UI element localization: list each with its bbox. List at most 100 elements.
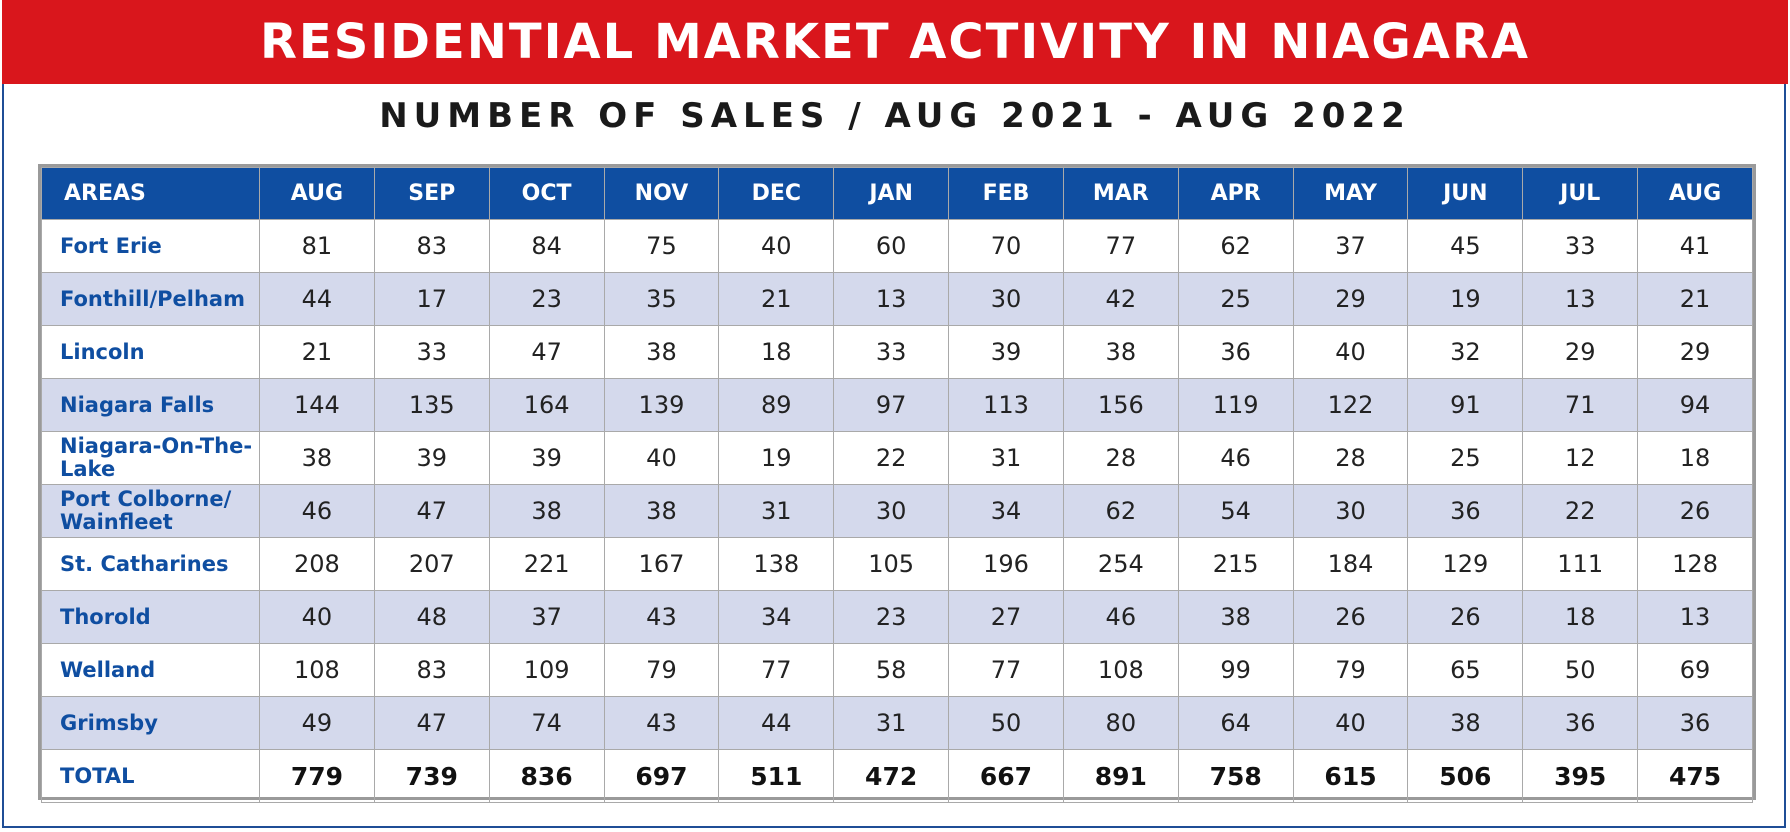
table-row: St. Catharines 208 207 221 167 138 105 196 254 21… xyxy=(41,537,1753,591)
sales-value-cell: 38 xyxy=(488,484,605,538)
sales-value-cell: 39 xyxy=(948,325,1064,379)
sales-value-cell: 30 xyxy=(948,272,1064,326)
sales-value-cell: 113 xyxy=(948,378,1064,432)
sales-value-cell: 156 xyxy=(1062,378,1179,432)
sales-value-cell: 13 xyxy=(1522,272,1639,326)
sales-value-cell: 108 xyxy=(259,643,375,697)
sales-value-cell: 33 xyxy=(1522,219,1639,273)
sales-value-cell: 36 xyxy=(1522,696,1639,750)
sales-value-cell: 13 xyxy=(833,272,950,326)
sales-value-cell: 89 xyxy=(718,378,835,432)
sales-value-cell: 83 xyxy=(373,219,490,273)
table-row: Niagara-On-The-Lake 38 39 39 40 19 22 31 28 46 28 2… xyxy=(41,431,1753,485)
sales-value-cell: 33 xyxy=(373,325,490,379)
column-header-month: SEP xyxy=(373,167,490,220)
sales-value-cell: 94 xyxy=(1637,378,1753,432)
sales-value-cell: 75 xyxy=(603,219,720,273)
table-row: Niagara Falls 144 135 164 139 89 97 113 156 119 12… xyxy=(41,378,1753,432)
sales-value-cell: 69 xyxy=(1637,643,1753,697)
sales-value-cell: 25 xyxy=(1407,431,1524,485)
sales-value-cell: 70 xyxy=(948,219,1064,273)
sales-value-cell: 18 xyxy=(1522,590,1639,644)
area-name-cell: Fort Erie xyxy=(41,219,260,273)
sales-value-cell: 62 xyxy=(1177,219,1294,273)
sales-value-cell: 58 xyxy=(833,643,950,697)
sales-value-cell: 111 xyxy=(1522,537,1639,591)
sales-value-cell: 28 xyxy=(1292,431,1409,485)
area-name-cell: Welland xyxy=(41,643,260,697)
total-value-cell: 395 xyxy=(1522,749,1639,803)
sales-value-cell: 41 xyxy=(1637,219,1753,273)
sales-value-cell: 17 xyxy=(373,272,490,326)
sales-value-cell: 13 xyxy=(1637,590,1753,644)
total-value-cell: 511 xyxy=(718,749,835,803)
sales-value-cell: 21 xyxy=(259,325,375,379)
sales-value-cell: 83 xyxy=(373,643,490,697)
sales-value-cell: 215 xyxy=(1177,537,1294,591)
column-header-areas: AREAS xyxy=(41,167,260,220)
column-header-month: JUN xyxy=(1407,167,1524,220)
sales-value-cell: 38 xyxy=(1407,696,1524,750)
sales-value-cell: 29 xyxy=(1637,325,1753,379)
sales-value-cell: 34 xyxy=(718,590,835,644)
sales-value-cell: 144 xyxy=(259,378,375,432)
sales-value-cell: 49 xyxy=(259,696,375,750)
sales-value-cell: 50 xyxy=(1522,643,1639,697)
total-value-cell: 836 xyxy=(488,749,605,803)
total-value-cell: 475 xyxy=(1637,749,1753,803)
sales-value-cell: 164 xyxy=(488,378,605,432)
sales-value-cell: 40 xyxy=(1292,696,1409,750)
sales-value-cell: 119 xyxy=(1177,378,1294,432)
sales-value-cell: 64 xyxy=(1177,696,1294,750)
column-header-month: JUL xyxy=(1522,167,1639,220)
sales-value-cell: 25 xyxy=(1177,272,1294,326)
area-name-cell: Niagara Falls xyxy=(41,378,260,432)
sales-value-cell: 31 xyxy=(948,431,1064,485)
sales-value-cell: 122 xyxy=(1292,378,1409,432)
sales-value-cell: 207 xyxy=(373,537,490,591)
page-title: RESIDENTIAL MARKET ACTIVITY IN NIAGARA xyxy=(259,14,1531,70)
sales-value-cell: 36 xyxy=(1637,696,1753,750)
sales-value-cell: 29 xyxy=(1292,272,1409,326)
sales-value-cell: 27 xyxy=(948,590,1064,644)
table-row: Fonthill/Pelham 44 17 23 35 21 13 30 42 25 29 19 13 2… xyxy=(41,272,1753,326)
table-header-row: AREAS AUG SEP OCT NOV DEC JAN FEB MAR APR MAY JUN JU… xyxy=(41,167,1753,220)
sales-value-cell: 38 xyxy=(1062,325,1179,379)
sales-value-cell: 50 xyxy=(948,696,1064,750)
sales-value-cell: 19 xyxy=(1407,272,1524,326)
sales-value-cell: 196 xyxy=(948,537,1064,591)
sales-value-cell: 97 xyxy=(833,378,950,432)
sales-value-cell: 47 xyxy=(373,696,490,750)
sales-value-cell: 77 xyxy=(718,643,835,697)
table-row: Thorold 40 48 37 43 34 23 27 46 38 26 26 18 13 xyxy=(41,590,1753,644)
sales-value-cell: 80 xyxy=(1062,696,1179,750)
sales-value-cell: 28 xyxy=(1062,431,1179,485)
column-header-month: AUG xyxy=(259,167,375,220)
total-value-cell: 615 xyxy=(1292,749,1409,803)
sales-value-cell: 23 xyxy=(488,272,605,326)
sales-value-cell: 18 xyxy=(718,325,835,379)
sales-value-cell: 45 xyxy=(1407,219,1524,273)
sales-value-cell: 38 xyxy=(603,325,720,379)
sales-value-cell: 36 xyxy=(1177,325,1294,379)
total-value-cell: 697 xyxy=(603,749,720,803)
total-value-cell: 758 xyxy=(1177,749,1294,803)
sales-value-cell: 139 xyxy=(603,378,720,432)
sales-value-cell: 40 xyxy=(1292,325,1409,379)
sales-value-cell: 47 xyxy=(488,325,605,379)
column-header-month: AUG xyxy=(1637,167,1753,220)
sales-value-cell: 77 xyxy=(1062,219,1179,273)
column-header-month: JAN xyxy=(833,167,950,220)
sales-value-cell: 71 xyxy=(1522,378,1639,432)
sales-value-cell: 128 xyxy=(1637,537,1753,591)
sales-value-cell: 39 xyxy=(488,431,605,485)
sales-value-cell: 35 xyxy=(603,272,720,326)
sales-value-cell: 38 xyxy=(259,431,375,485)
column-header-month: NOV xyxy=(603,167,720,220)
sales-value-cell: 74 xyxy=(488,696,605,750)
sales-value-cell: 37 xyxy=(1292,219,1409,273)
sales-value-cell: 21 xyxy=(1637,272,1753,326)
sales-value-cell: 208 xyxy=(259,537,375,591)
sales-value-cell: 81 xyxy=(259,219,375,273)
total-value-cell: 779 xyxy=(259,749,375,803)
